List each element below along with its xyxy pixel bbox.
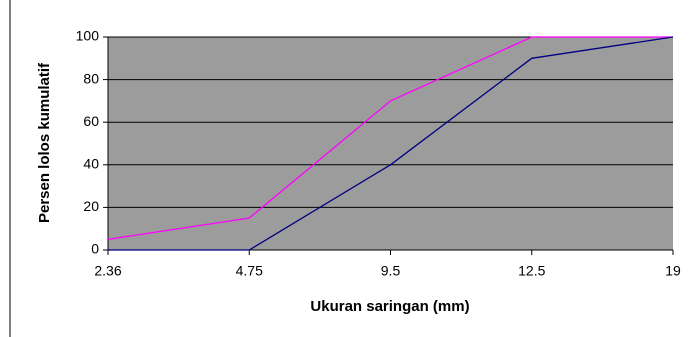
plot-area [108,37,673,250]
y-tick-label: 60 [83,113,99,129]
x-axis-title: Ukuran saringan (mm) [310,298,469,315]
y-tick-label: 0 [91,241,99,257]
y-tick-label: 100 [76,28,100,44]
x-tick-label: 9.5 [381,263,401,279]
page: Ukuran saringan (mm) Persen lolos kumula… [0,0,693,337]
y-tick-label: 40 [83,156,99,172]
x-tick-label: 4.75 [236,263,263,279]
x-tick-label: 19 [665,263,681,279]
x-tick-label: 12.5 [518,263,545,279]
chart: Ukuran saringan (mm) Persen lolos kumula… [0,0,693,337]
y-tick-label: 80 [83,70,99,86]
y-tick-label: 20 [83,198,99,214]
x-tick-label: 2.36 [94,263,121,279]
y-axis-title: Persen lolos kumulatif [36,62,53,223]
